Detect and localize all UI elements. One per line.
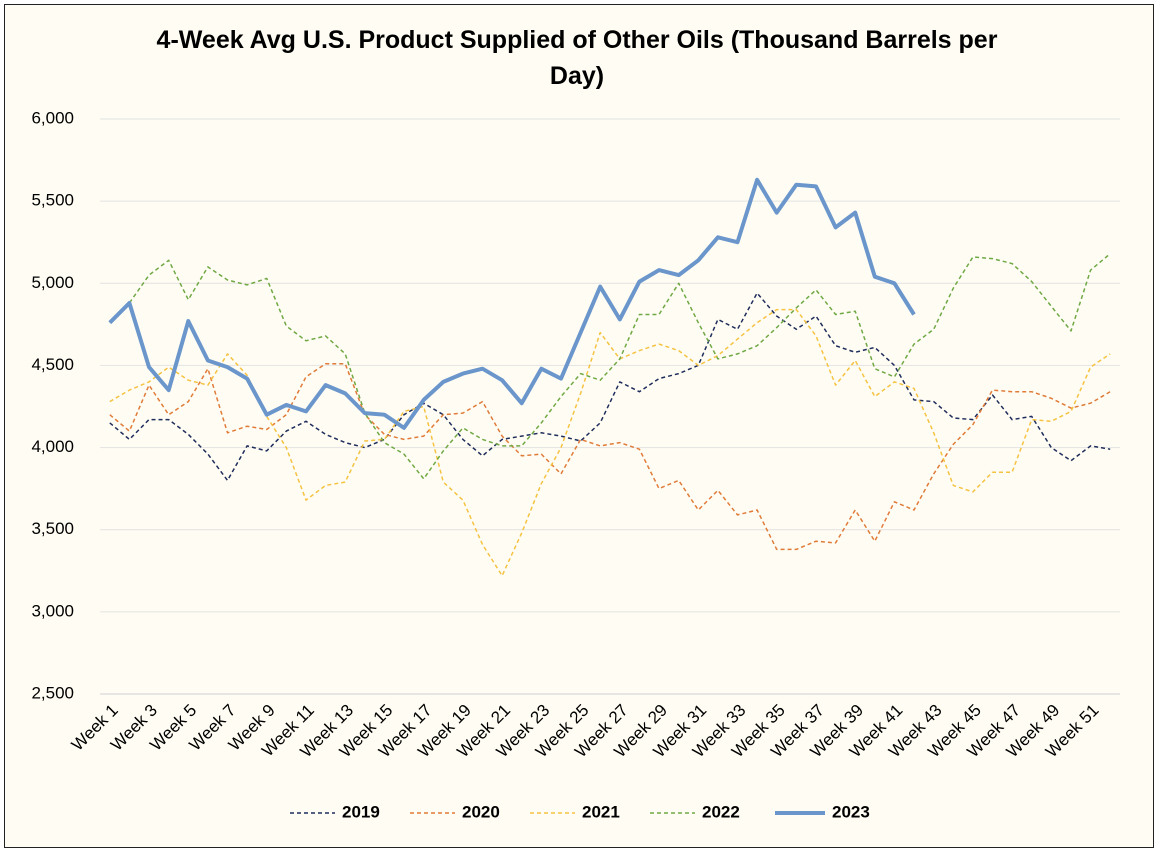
y-tick-label: 5,000 bbox=[31, 273, 74, 292]
y-tick-label: 6,000 bbox=[31, 108, 74, 127]
series-line bbox=[109, 363, 1111, 551]
y-tick-label: 3,500 bbox=[31, 519, 74, 538]
legend-label: 2020 bbox=[462, 802, 500, 821]
y-tick-label: 2,500 bbox=[31, 683, 74, 702]
series-line bbox=[108, 177, 916, 430]
legend-label: 2019 bbox=[342, 802, 380, 821]
legend-label: 2023 bbox=[832, 802, 870, 821]
legend-label: 2021 bbox=[582, 802, 620, 821]
y-tick-label: 4,000 bbox=[31, 437, 74, 456]
y-tick-label: 5,500 bbox=[31, 191, 74, 210]
y-tick-label: 4,500 bbox=[31, 355, 74, 374]
legend-label: 2022 bbox=[702, 802, 740, 821]
y-tick-label: 3,000 bbox=[31, 601, 74, 620]
series-line bbox=[109, 292, 1111, 482]
chart-title: 4-Week Avg U.S. Product Supplied of Othe… bbox=[156, 26, 998, 90]
series-line bbox=[109, 308, 1111, 577]
chart-frame bbox=[4, 4, 1154, 848]
series-line bbox=[109, 253, 1111, 480]
